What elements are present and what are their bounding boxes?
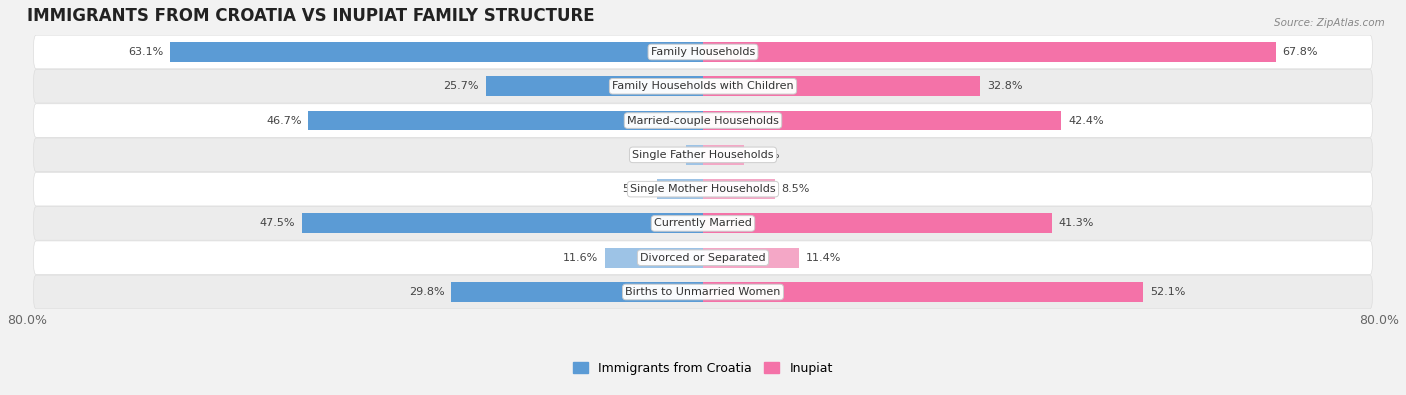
Text: 11.6%: 11.6% — [562, 253, 598, 263]
Text: Currently Married: Currently Married — [654, 218, 752, 228]
Bar — [486, 76, 703, 96]
FancyBboxPatch shape — [34, 241, 1372, 275]
Text: Single Father Households: Single Father Households — [633, 150, 773, 160]
Text: 52.1%: 52.1% — [1150, 287, 1185, 297]
Text: Family Households with Children: Family Households with Children — [612, 81, 794, 91]
Text: 42.4%: 42.4% — [1069, 116, 1104, 126]
FancyBboxPatch shape — [34, 207, 1372, 240]
Bar — [703, 248, 800, 268]
Text: 63.1%: 63.1% — [128, 47, 163, 57]
Bar — [658, 179, 703, 199]
Bar — [703, 282, 1143, 302]
Bar — [703, 145, 744, 165]
Text: Source: ZipAtlas.com: Source: ZipAtlas.com — [1274, 18, 1385, 28]
Text: 29.8%: 29.8% — [409, 287, 444, 297]
Bar — [703, 111, 1062, 130]
Text: 32.8%: 32.8% — [987, 81, 1022, 91]
Text: Family Households: Family Households — [651, 47, 755, 57]
FancyBboxPatch shape — [34, 70, 1372, 103]
Text: 4.9%: 4.9% — [751, 150, 780, 160]
Text: IMMIGRANTS FROM CROATIA VS INUPIAT FAMILY STRUCTURE: IMMIGRANTS FROM CROATIA VS INUPIAT FAMIL… — [27, 7, 595, 25]
Bar — [703, 213, 1052, 233]
Text: 41.3%: 41.3% — [1059, 218, 1094, 228]
Text: Births to Unmarried Women: Births to Unmarried Women — [626, 287, 780, 297]
Text: 5.4%: 5.4% — [623, 184, 651, 194]
Text: Single Mother Households: Single Mother Households — [630, 184, 776, 194]
Text: 2.0%: 2.0% — [651, 150, 679, 160]
Bar — [703, 179, 775, 199]
FancyBboxPatch shape — [34, 104, 1372, 137]
Text: 25.7%: 25.7% — [443, 81, 479, 91]
Legend: Immigrants from Croatia, Inupiat: Immigrants from Croatia, Inupiat — [568, 357, 838, 380]
Text: 11.4%: 11.4% — [806, 253, 841, 263]
Text: 46.7%: 46.7% — [266, 116, 302, 126]
FancyBboxPatch shape — [34, 172, 1372, 206]
Bar — [308, 111, 703, 130]
Bar — [703, 42, 1277, 62]
Bar — [302, 213, 703, 233]
Bar — [451, 282, 703, 302]
Text: 8.5%: 8.5% — [782, 184, 810, 194]
Bar — [686, 145, 703, 165]
Bar — [703, 76, 980, 96]
FancyBboxPatch shape — [34, 35, 1372, 69]
FancyBboxPatch shape — [34, 275, 1372, 309]
Bar — [605, 248, 703, 268]
Bar — [170, 42, 703, 62]
FancyBboxPatch shape — [34, 138, 1372, 172]
Text: 67.8%: 67.8% — [1282, 47, 1319, 57]
Text: 47.5%: 47.5% — [259, 218, 295, 228]
Text: Divorced or Separated: Divorced or Separated — [640, 253, 766, 263]
Text: Married-couple Households: Married-couple Households — [627, 116, 779, 126]
